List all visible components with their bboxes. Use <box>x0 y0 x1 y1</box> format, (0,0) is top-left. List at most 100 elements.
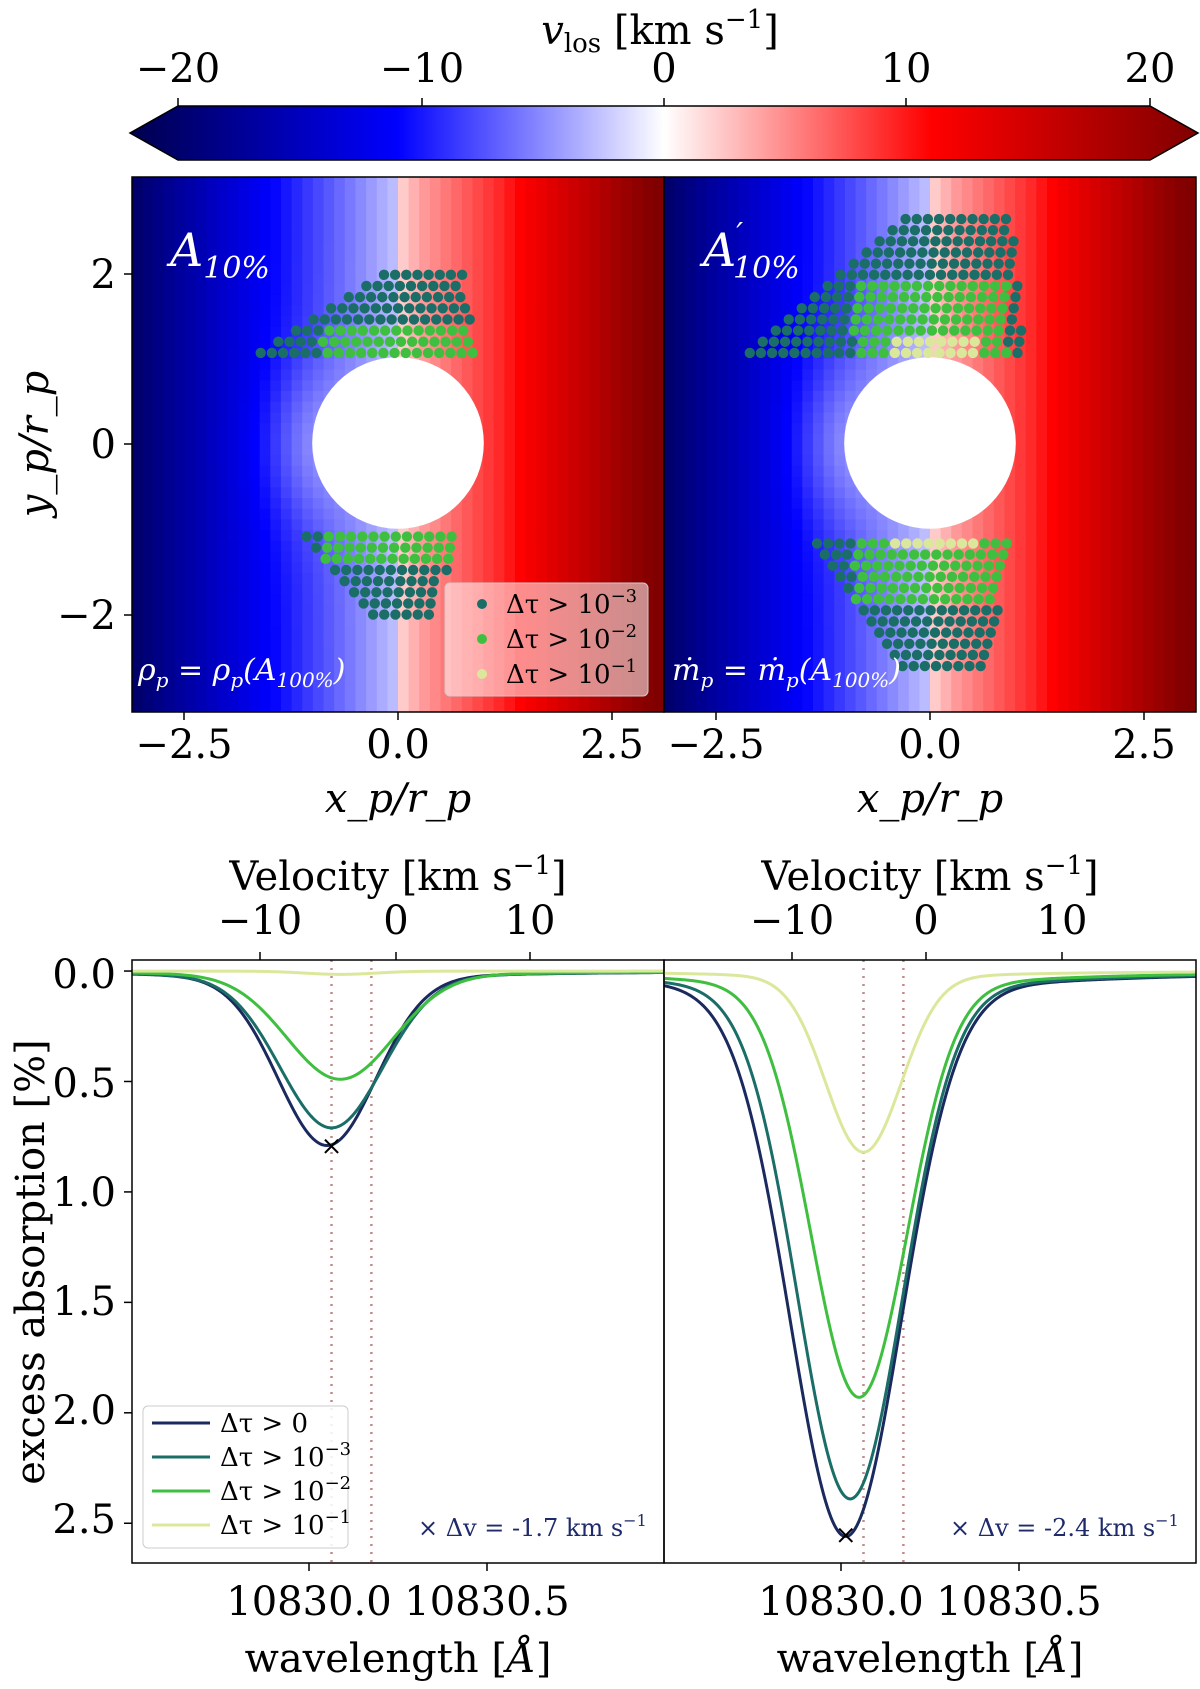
heatmap-cell <box>174 433 186 446</box>
heatmap-cell <box>759 626 771 638</box>
heatmap-cell <box>1089 348 1101 360</box>
heatmap-cell <box>195 487 208 499</box>
heatmap-cell <box>206 423 218 435</box>
heatmap-cell <box>1089 519 1101 531</box>
heatmap-cell <box>1078 551 1091 563</box>
heatmap-cell <box>908 187 920 199</box>
heatmap-cell <box>525 380 537 392</box>
heatmap-cell <box>557 305 569 317</box>
heatmap-cell <box>174 626 186 638</box>
heatmap-cell <box>642 369 654 381</box>
optical-depth-dot <box>348 303 359 314</box>
heatmap-cell <box>483 294 495 306</box>
heatmap-cell <box>1089 690 1101 702</box>
heatmap-cell <box>759 380 771 392</box>
heatmap-cell <box>366 187 378 199</box>
heatmap-cell <box>653 465 664 478</box>
heatmap-cell <box>238 519 250 531</box>
heatmap-cell <box>685 594 697 606</box>
heatmap-cell <box>280 177 293 189</box>
heatmap-cell <box>781 444 793 456</box>
heatmap-cell <box>632 519 644 531</box>
optical-depth-dot <box>342 553 354 565</box>
heatmap-cell <box>685 626 697 638</box>
heatmap-cell <box>695 391 708 403</box>
heatmap-cell <box>1004 658 1016 670</box>
heatmap-cell <box>1004 209 1016 221</box>
heatmap-cell <box>493 251 505 264</box>
heatmap-cell <box>855 615 867 627</box>
heatmap-cell <box>653 690 664 702</box>
heatmap-cell <box>664 284 676 296</box>
heatmap-cell <box>1132 337 1144 349</box>
optical-depth-dot <box>378 269 390 281</box>
heatmap-cell <box>142 647 154 660</box>
heatmap-cell <box>1089 498 1101 510</box>
heatmap-cell <box>589 444 601 456</box>
heatmap-cell <box>589 551 601 563</box>
heatmap-cell <box>727 508 740 520</box>
heatmap-cell <box>940 187 952 199</box>
heatmap-cell <box>1015 540 1027 553</box>
heatmap-cell <box>280 284 293 296</box>
heatmap-cell <box>1110 498 1123 510</box>
heatmap-cell <box>536 294 548 306</box>
heatmap-cell <box>206 230 218 242</box>
heatmap-cell <box>759 455 771 467</box>
heatmap-cell <box>568 348 580 360</box>
heatmap-cell <box>674 626 686 638</box>
heatmap-cell <box>1068 433 1080 446</box>
heatmap-cell <box>717 572 729 585</box>
heatmap-cell <box>578 572 591 585</box>
heatmap-cell <box>536 262 548 274</box>
heatmap-cell <box>270 605 282 617</box>
heatmap-cell <box>206 508 218 520</box>
heatmap-cell <box>961 647 974 660</box>
heatmap-cell <box>578 508 591 520</box>
heatmap-cell <box>834 647 846 660</box>
heatmap-cell <box>249 519 261 531</box>
heatmap-cell <box>674 508 686 520</box>
heatmap-cell <box>834 444 846 456</box>
optical-depth-dot <box>301 325 313 336</box>
optical-depth-dot <box>448 303 460 314</box>
heatmap-cell <box>1132 508 1144 520</box>
heatmap-cell <box>1089 177 1101 189</box>
heatmap-cell <box>163 230 176 242</box>
heatmap-cell <box>961 519 974 531</box>
heatmap-cell <box>302 476 314 488</box>
heatmap-cell <box>515 219 527 232</box>
heatmap-cell <box>823 679 835 692</box>
heatmap-cell <box>291 380 303 392</box>
heatmap-cell <box>855 369 867 381</box>
heatmap-cell <box>185 305 197 317</box>
heatmap-cell <box>217 626 229 638</box>
heatmap-cell <box>525 391 537 403</box>
heatmap-cell <box>685 615 697 627</box>
heatmap-cell <box>1036 519 1048 531</box>
heatmap-cell <box>610 423 623 435</box>
heatmap-cell <box>132 637 144 649</box>
heatmap-cell <box>270 551 282 563</box>
heatmap-cell <box>610 284 623 296</box>
heatmap-cell <box>770 508 782 520</box>
optical-depth-dot <box>408 314 420 325</box>
heatmap-cell <box>344 251 357 264</box>
heatmap-cell <box>238 540 250 553</box>
heatmap-cell <box>898 669 910 681</box>
heatmap-cell <box>291 241 303 253</box>
heatmap-cell <box>1100 615 1112 627</box>
heatmap-cell <box>589 540 601 553</box>
optical-depth-dot <box>393 587 404 598</box>
heatmap-cell <box>217 701 229 712</box>
heatmap-cell <box>887 658 899 670</box>
heatmap-cell <box>781 305 793 317</box>
heatmap-cell <box>1004 508 1016 520</box>
heatmap-cell <box>249 262 261 274</box>
heatmap-cell <box>717 519 729 531</box>
heatmap-cell <box>163 380 176 392</box>
heatmap-cell <box>259 251 271 264</box>
heatmap-cell <box>557 455 569 467</box>
heatmap-cell <box>546 423 559 435</box>
heatmap-cell <box>280 251 293 264</box>
